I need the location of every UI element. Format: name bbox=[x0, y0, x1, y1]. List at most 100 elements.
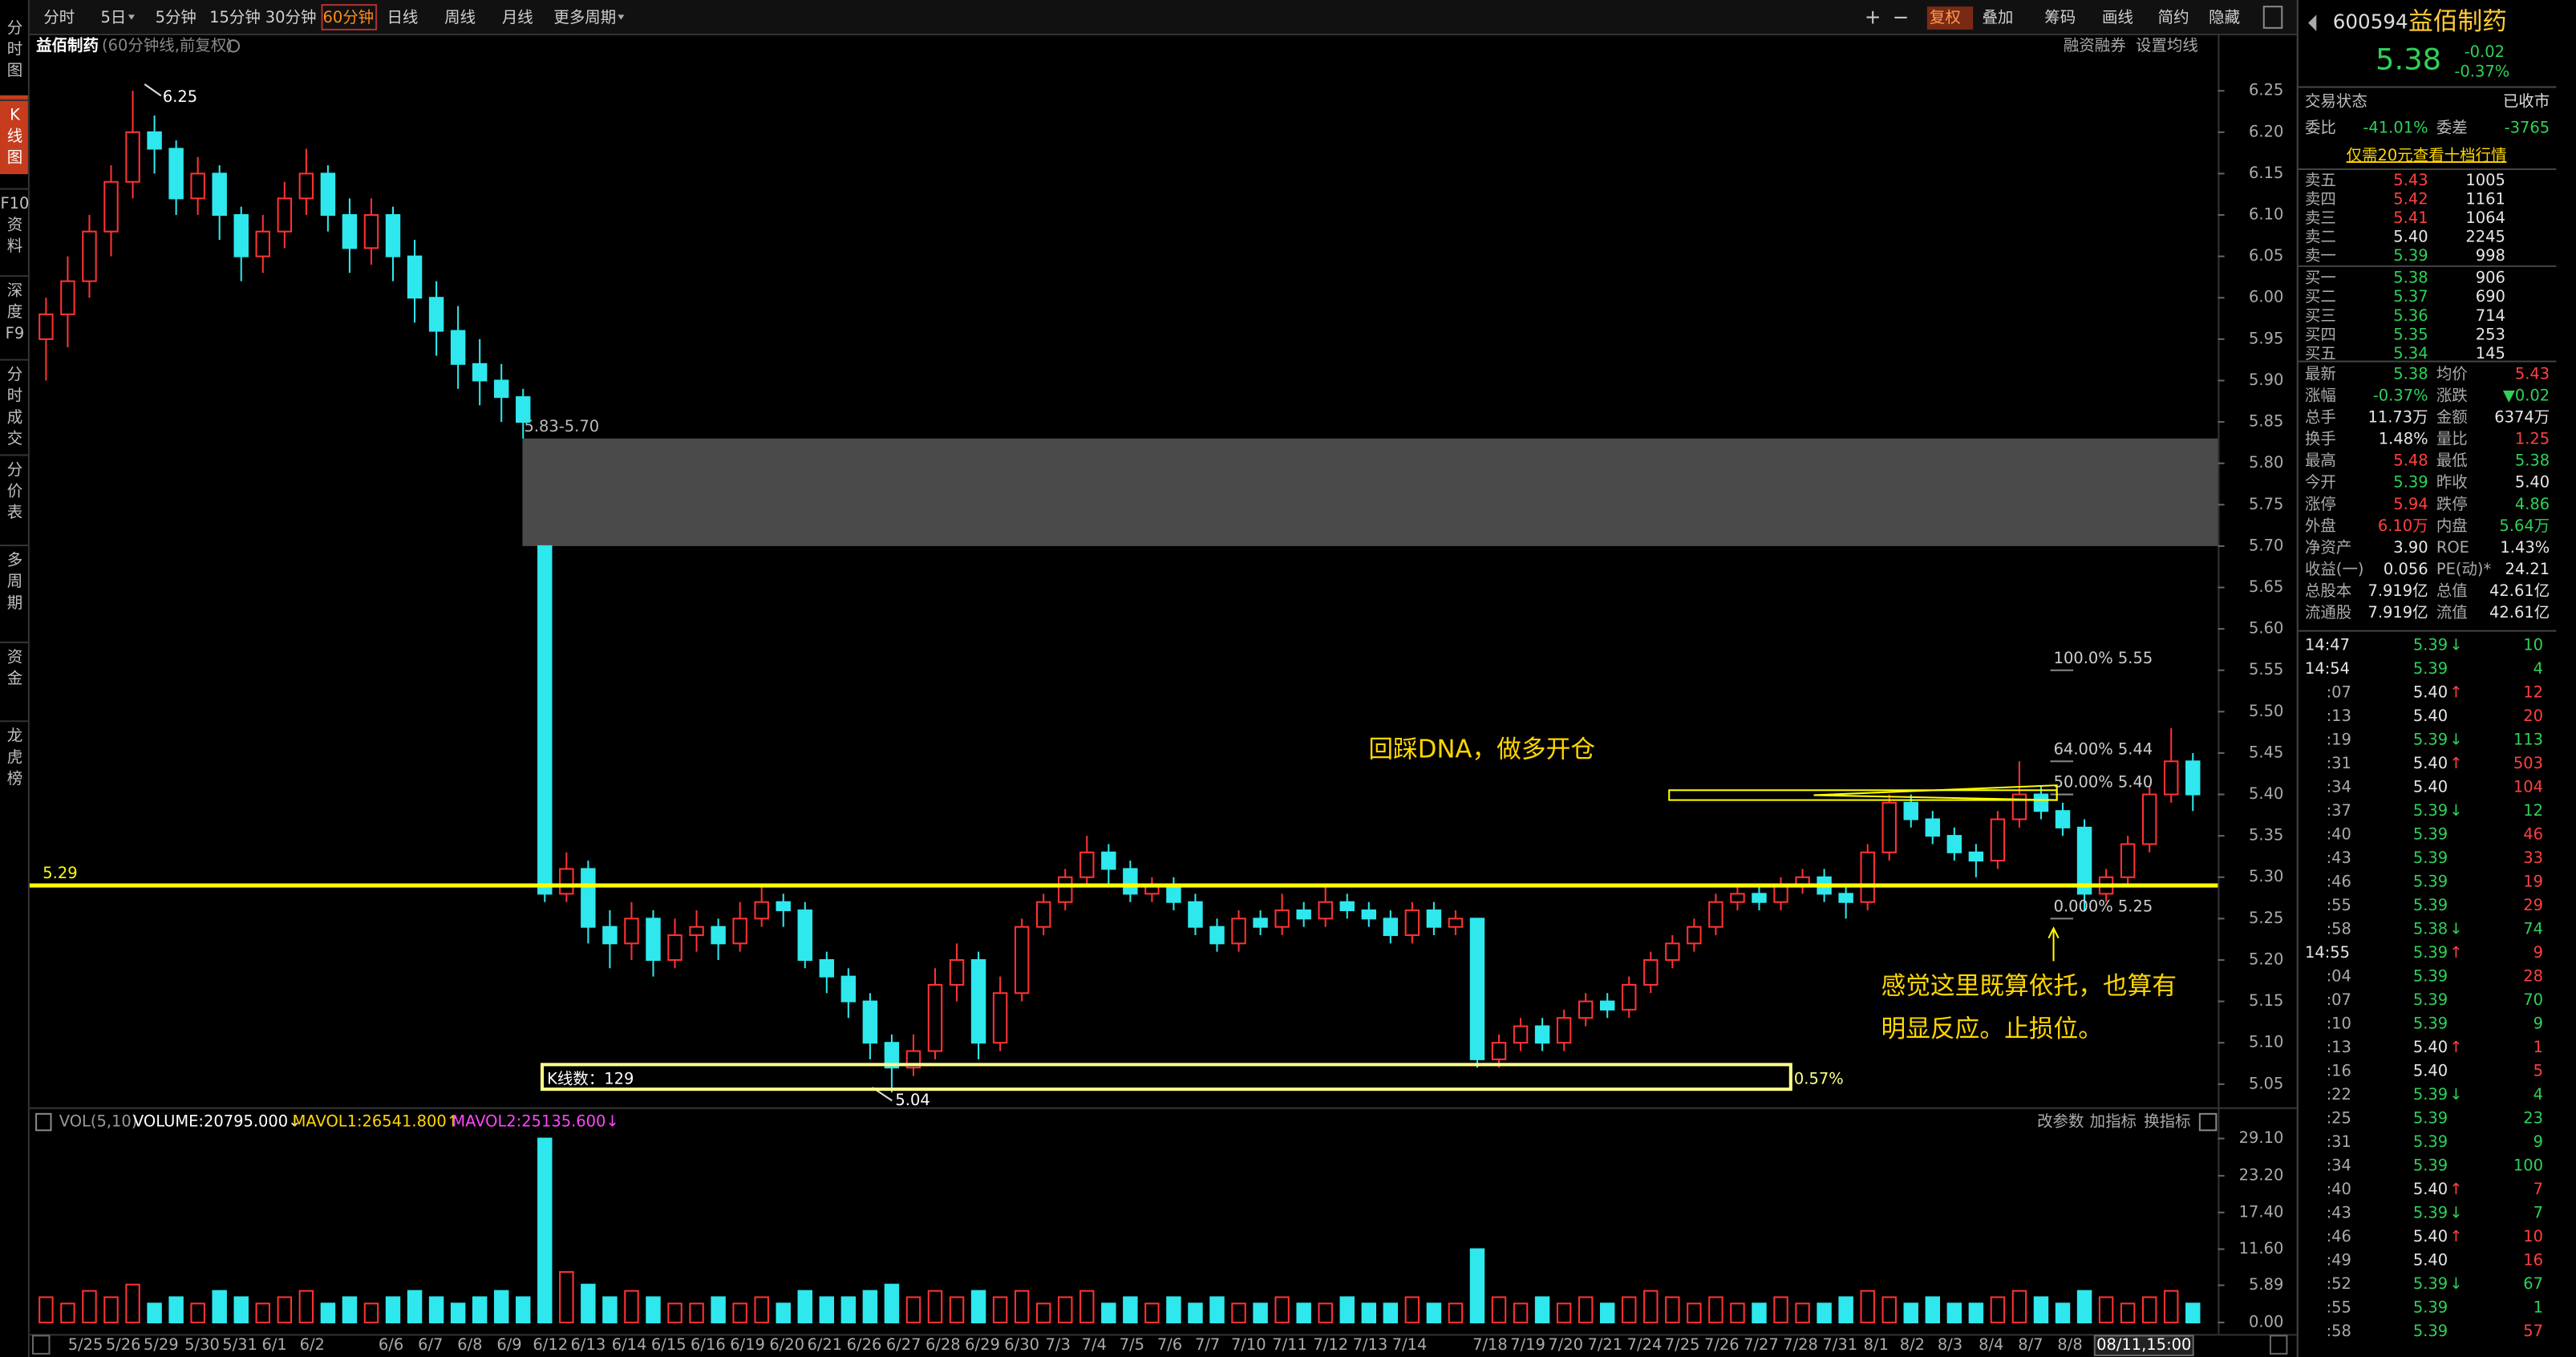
tool-button[interactable]: 叠加 bbox=[1982, 8, 2013, 26]
period-tab[interactable]: 分时 bbox=[43, 8, 75, 26]
stat-label: 总值 bbox=[2436, 581, 2468, 600]
indicator-button[interactable]: 改参数 bbox=[2037, 1112, 2084, 1131]
volume-bar bbox=[2076, 1290, 2092, 1324]
candle-body bbox=[103, 180, 119, 233]
y-tick-label: 5.85 bbox=[2249, 412, 2283, 431]
tick-volume: 20 bbox=[2523, 707, 2543, 725]
volume-bar bbox=[862, 1290, 878, 1324]
back-icon[interactable] bbox=[2308, 14, 2317, 31]
sidebar-tab[interactable]: 深度 F9 bbox=[6, 281, 25, 342]
chart-link[interactable]: 融资融券 bbox=[2064, 36, 2126, 55]
period-tab[interactable]: 月线 bbox=[502, 8, 533, 26]
volume-bar bbox=[1599, 1302, 1615, 1324]
candle-body bbox=[168, 148, 184, 200]
indicator-button[interactable]: 换指标 bbox=[2144, 1112, 2190, 1131]
sidebar-tab[interactable]: 多周期 bbox=[7, 550, 22, 611]
tool-button[interactable]: 画线 bbox=[2102, 8, 2133, 26]
sidebar-tab[interactable]: 分价表 bbox=[7, 460, 22, 521]
volume-bar bbox=[1946, 1302, 1962, 1324]
y-tick-label: 5.55 bbox=[2249, 660, 2283, 678]
sidebar-char: 价 bbox=[7, 481, 22, 500]
date-label: 6/7 bbox=[418, 1335, 443, 1354]
tool-button[interactable]: 复权 bbox=[1930, 8, 1961, 26]
support-arrow bbox=[2047, 926, 2060, 962]
tick-time: :16 bbox=[2327, 1061, 2351, 1080]
stat-value: 5.38 bbox=[2515, 452, 2550, 470]
sidebar-tab[interactable]: 分时成交 bbox=[7, 365, 22, 448]
candle-body bbox=[1946, 835, 1962, 853]
candle-body bbox=[1708, 901, 1723, 928]
date-label: 7/5 bbox=[1120, 1335, 1144, 1354]
fullscreen-icon[interactable] bbox=[2262, 6, 2283, 29]
volume-bar bbox=[1730, 1302, 1745, 1324]
tick-time: :19 bbox=[2327, 731, 2351, 749]
book-volume: 714 bbox=[2476, 306, 2505, 325]
sidebar-active-bg bbox=[0, 95, 28, 175]
chart-desc: (60分钟线,前复权) bbox=[102, 36, 233, 55]
tool-button[interactable]: 隐藏 bbox=[2209, 8, 2240, 26]
chart-link[interactable]: 设置均线 bbox=[2136, 36, 2198, 55]
book-price: 5.41 bbox=[2393, 209, 2428, 227]
candle-body bbox=[277, 197, 293, 233]
tick-arrow: ↑ bbox=[2449, 943, 2462, 962]
book-volume: 145 bbox=[2476, 344, 2505, 363]
volume-bar bbox=[1534, 1296, 1550, 1324]
indicator-button[interactable]: 加指标 bbox=[2090, 1112, 2137, 1131]
high-label: 6.25 bbox=[163, 87, 197, 106]
tick-volume: 10 bbox=[2523, 1227, 2543, 1246]
tick-arrow: ↑ bbox=[2449, 1227, 2462, 1246]
tick-time: 14:55 bbox=[2305, 943, 2350, 962]
promo-link[interactable]: 仅需20元查看十档行情 bbox=[2347, 146, 2507, 164]
period-tab[interactable]: 5日 bbox=[100, 8, 126, 26]
tick-price: 5.39 bbox=[2413, 636, 2448, 654]
period-tab[interactable]: 日线 bbox=[387, 8, 418, 26]
annotation: 感觉这里既算依托，也算有 bbox=[1881, 972, 2177, 1001]
sidebar-tab[interactable]: 分时图 bbox=[7, 18, 22, 79]
sidebar-tab[interactable]: 龙虎榜 bbox=[7, 726, 22, 787]
tick-price: 5.39 bbox=[2413, 873, 2448, 891]
tick-time: 14:47 bbox=[2305, 636, 2350, 654]
help-icon[interactable] bbox=[35, 1112, 52, 1132]
candle-body bbox=[884, 1042, 900, 1069]
tick-arrow: ↑ bbox=[2449, 683, 2462, 702]
tick-price: 5.40 bbox=[2413, 1038, 2448, 1056]
tick-volume: 9 bbox=[2533, 1132, 2543, 1151]
settings-icon[interactable] bbox=[226, 39, 241, 53]
period-tab[interactable]: 30分钟 bbox=[265, 8, 317, 26]
status-value: 已收市 bbox=[2503, 92, 2550, 111]
scroll-right[interactable] bbox=[2269, 1335, 2288, 1355]
tool-button[interactable]: 简约 bbox=[2158, 8, 2189, 26]
period-tab[interactable]: 周线 bbox=[444, 8, 476, 26]
period-tab[interactable]: 15分钟 bbox=[209, 8, 261, 26]
book-label: 买五 bbox=[2305, 344, 2336, 363]
date-label: 6/14 bbox=[612, 1335, 647, 1354]
period-tab[interactable]: 更多周期 bbox=[553, 8, 616, 26]
date-label: 6/21 bbox=[808, 1335, 843, 1354]
zoom-in-icon[interactable]: + bbox=[1865, 6, 1881, 29]
volume-bar bbox=[970, 1290, 986, 1324]
book-price: 5.36 bbox=[2393, 306, 2428, 325]
candle-body bbox=[754, 901, 769, 920]
candle-body bbox=[1730, 893, 1745, 903]
sidebar-tab[interactable]: K 线图 bbox=[7, 105, 22, 166]
sidebar-tab[interactable]: F10 资料 bbox=[0, 194, 29, 255]
zoom-out-icon[interactable]: − bbox=[1893, 6, 1910, 29]
stat-label: 总股本 bbox=[2305, 581, 2351, 600]
candle-body bbox=[559, 868, 574, 895]
stat-label: 流值 bbox=[2436, 603, 2468, 622]
date-label: 6/28 bbox=[925, 1335, 961, 1354]
candle-body bbox=[537, 545, 553, 895]
period-tab[interactable]: 5分钟 bbox=[156, 8, 196, 26]
volume-bar bbox=[689, 1302, 704, 1324]
stat-label: 量比 bbox=[2436, 430, 2468, 448]
stat-label: 昨收 bbox=[2436, 473, 2468, 492]
tick-price: 5.39 bbox=[2413, 1085, 2448, 1104]
tick-time: :22 bbox=[2327, 1085, 2351, 1104]
period-tab[interactable]: 60分钟 bbox=[322, 8, 374, 26]
close-icon[interactable] bbox=[2198, 1112, 2218, 1132]
scroll-left[interactable] bbox=[31, 1335, 51, 1355]
sidebar-tab[interactable]: 资金 bbox=[7, 647, 22, 687]
stat-value: 1.48% bbox=[2379, 430, 2428, 448]
tool-button[interactable]: 筹码 bbox=[2044, 8, 2076, 26]
